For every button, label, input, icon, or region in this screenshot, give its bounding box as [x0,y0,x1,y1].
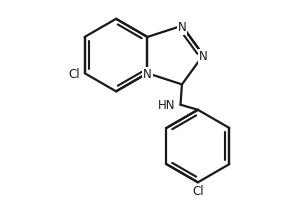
Text: Cl: Cl [68,68,80,81]
Text: N: N [143,68,152,81]
Text: N: N [178,21,186,34]
Text: N: N [199,50,208,63]
Text: Cl: Cl [192,185,204,198]
Text: HN: HN [158,99,176,112]
